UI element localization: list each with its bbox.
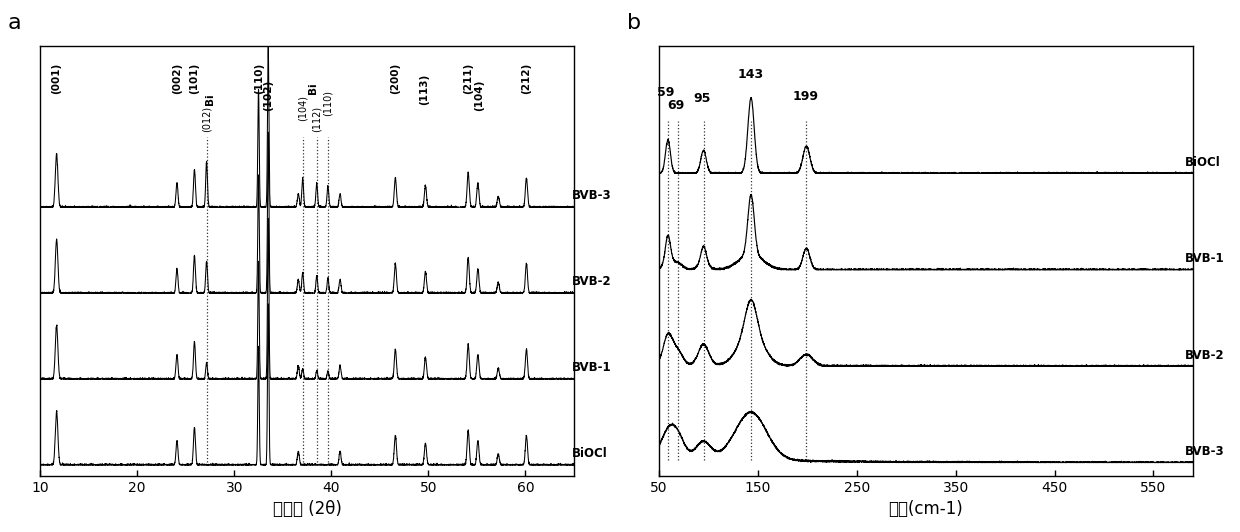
Text: (104): (104) <box>298 95 308 121</box>
Text: BVB-1: BVB-1 <box>1185 252 1225 265</box>
Text: BVB-3: BVB-3 <box>572 189 611 202</box>
Text: (110): (110) <box>254 63 264 95</box>
Text: BiOCl: BiOCl <box>1185 156 1221 169</box>
Text: a: a <box>9 13 21 34</box>
Text: (112): (112) <box>311 106 321 132</box>
Text: (012): (012) <box>202 106 212 132</box>
Text: (001): (001) <box>52 63 62 95</box>
Text: (212): (212) <box>522 63 532 95</box>
Text: 95: 95 <box>693 93 711 105</box>
Text: (200): (200) <box>391 63 401 95</box>
Text: Bi: Bi <box>309 83 319 95</box>
Text: BVB-3: BVB-3 <box>1185 445 1225 458</box>
Text: 143: 143 <box>738 68 764 81</box>
Text: BVB-2: BVB-2 <box>1185 349 1225 362</box>
Text: 69: 69 <box>667 99 684 112</box>
Text: (110): (110) <box>322 90 332 116</box>
Text: (102): (102) <box>263 79 273 111</box>
Text: (211): (211) <box>464 63 474 95</box>
Text: BVB-1: BVB-1 <box>572 361 611 373</box>
Text: BiOCl: BiOCl <box>572 446 608 460</box>
Text: 199: 199 <box>792 90 818 103</box>
Text: 59: 59 <box>657 86 675 99</box>
Text: (113): (113) <box>419 74 429 105</box>
X-axis label: 衍射角 (2θ): 衍射角 (2θ) <box>273 500 341 518</box>
Text: (104): (104) <box>474 79 484 111</box>
Text: Bi: Bi <box>206 94 216 105</box>
Text: b: b <box>627 13 641 34</box>
Text: (101): (101) <box>190 63 200 95</box>
X-axis label: 波长(cm-1): 波长(cm-1) <box>889 500 963 518</box>
Text: (002): (002) <box>172 63 182 95</box>
Text: BVB-2: BVB-2 <box>572 275 611 288</box>
